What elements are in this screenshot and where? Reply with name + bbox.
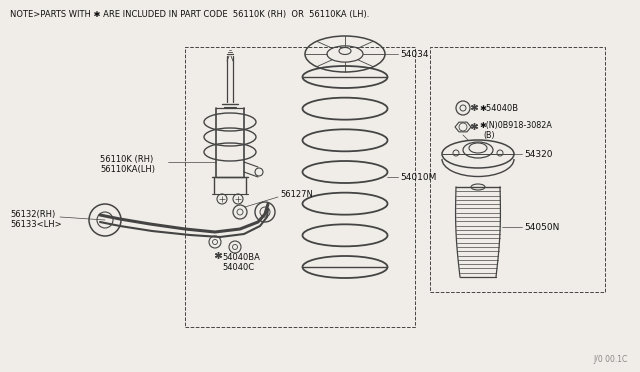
Bar [185, 47, 415, 327]
Text: 56110KA(LH): 56110KA(LH) [100, 164, 155, 173]
Text: 54320: 54320 [524, 150, 552, 158]
Text: NOTE>PARTS WITH ✱ ARE INCLUDED IN PART CODE  56110K (RH)  OR  56110KA (LH).: NOTE>PARTS WITH ✱ ARE INCLUDED IN PART C… [10, 10, 369, 19]
Bar [430, 47, 605, 292]
Text: 54050N: 54050N [524, 222, 559, 231]
Text: 56110K (RH): 56110K (RH) [100, 154, 153, 164]
Text: 56132(RH): 56132(RH) [10, 209, 55, 218]
Text: 54040C: 54040C [222, 263, 254, 272]
Text: 54010M: 54010M [400, 173, 436, 182]
Text: J/0 00.1C: J/0 00.1C [594, 355, 628, 364]
Text: ✱(N)0B918-3082A: ✱(N)0B918-3082A [479, 121, 552, 129]
Text: (B): (B) [483, 131, 495, 140]
Text: ✱54040B: ✱54040B [479, 103, 518, 112]
Text: 54040BA: 54040BA [222, 253, 260, 263]
Text: 56127N: 56127N [280, 189, 313, 199]
Text: 54034: 54034 [400, 49, 429, 58]
Text: 56133<LH>: 56133<LH> [10, 219, 61, 228]
